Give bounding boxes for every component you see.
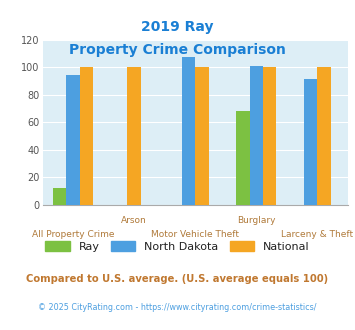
Text: © 2025 CityRating.com - https://www.cityrating.com/crime-statistics/: © 2025 CityRating.com - https://www.city… <box>38 303 317 312</box>
Bar <box>80 67 93 205</box>
Bar <box>236 111 250 205</box>
Bar <box>250 66 263 205</box>
Text: Motor Vehicle Theft: Motor Vehicle Theft <box>151 230 239 239</box>
Text: Compared to U.S. average. (U.S. average equals 100): Compared to U.S. average. (U.S. average … <box>26 274 329 284</box>
Text: Burglary: Burglary <box>237 216 275 225</box>
Text: Larceny & Theft: Larceny & Theft <box>281 230 354 239</box>
Text: All Property Crime: All Property Crime <box>32 230 114 239</box>
Text: Arson: Arson <box>121 216 147 225</box>
Bar <box>127 67 141 205</box>
Bar <box>195 67 209 205</box>
Bar <box>304 80 317 205</box>
Bar <box>263 67 277 205</box>
Bar <box>317 67 331 205</box>
Legend: Ray, North Dakota, National: Ray, North Dakota, National <box>41 237 314 256</box>
Bar <box>182 57 195 205</box>
Text: Property Crime Comparison: Property Crime Comparison <box>69 43 286 57</box>
Bar <box>66 75 80 205</box>
Bar <box>53 188 66 205</box>
Text: 2019 Ray: 2019 Ray <box>141 20 214 34</box>
